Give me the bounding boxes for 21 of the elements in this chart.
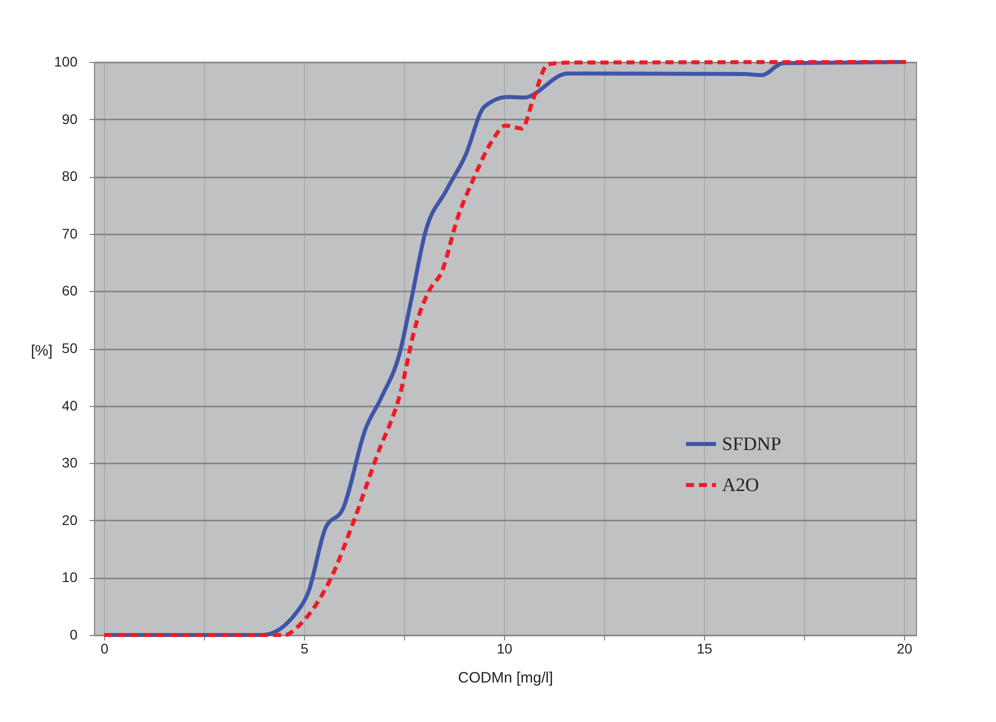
- legend-label: SFDNP: [722, 434, 782, 455]
- y-tick-label: 0: [70, 626, 78, 642]
- y-tick-label: 10: [62, 569, 78, 586]
- legend-label: A2O: [722, 475, 759, 496]
- y-tick-label: 40: [62, 397, 78, 414]
- x-tick-label: 15: [696, 640, 712, 656]
- y-tick-label: 70: [62, 225, 78, 242]
- x-tick-label: 20: [896, 640, 912, 656]
- y-tick-label: 50: [62, 340, 78, 356]
- y-tick-label: 90: [62, 110, 78, 127]
- y-axis-title: [%]: [30, 342, 52, 360]
- x-tick-label: 5: [300, 640, 309, 656]
- line-series: [102, 60, 908, 637]
- x-tick-label: 10: [496, 640, 512, 656]
- y-tick-label: 100: [54, 54, 78, 70]
- x-tick-label: 0: [100, 640, 109, 656]
- y-tick-label: 80: [62, 168, 78, 184]
- x-axis-title: CODMn [mg/l]: [458, 670, 554, 686]
- y-tick-label: 60: [62, 282, 78, 299]
- y-tick-label: 20: [62, 512, 78, 528]
- y-tick-label: 30: [62, 454, 78, 471]
